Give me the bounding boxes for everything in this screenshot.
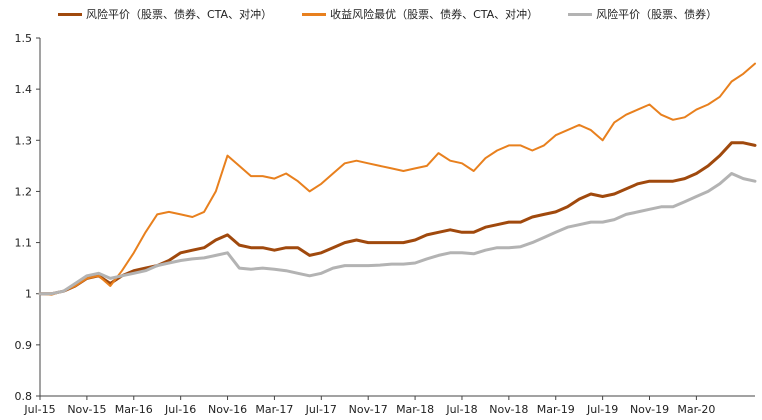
legend: 风险平价（股票、债券、CTA、对冲） 收益风险最优（股票、债券、CTA、对冲） … bbox=[58, 6, 717, 22]
legend-item-series-1: 风险平价（股票、债券、CTA、对冲） bbox=[58, 6, 272, 22]
y-tick-label: 1.4 bbox=[15, 83, 33, 96]
legend-label-series-1: 风险平价（股票、债券、CTA、对冲） bbox=[86, 8, 273, 21]
x-axis: Jul-15 Nov-15 Mar-16 Jul-16 Nov-16 Mar-17 Jul-… bbox=[23, 395, 755, 416]
y-tick-label: 1 bbox=[25, 288, 32, 301]
x-tick-label: Mar-18 bbox=[396, 403, 434, 416]
legend-item-series-2: 收益风险最优（股票、债券、CTA、对冲） bbox=[302, 6, 538, 22]
x-tick-label: Jul-15 bbox=[23, 403, 55, 416]
x-tick-label: Jul-18 bbox=[445, 403, 477, 416]
x-tick-label: Mar-17 bbox=[255, 403, 293, 416]
legend-label-series-2: 收益风险最优（股票、债券、CTA、对冲） bbox=[330, 8, 539, 21]
legend-item-series-3: 风险平价（股票、债券） bbox=[568, 6, 717, 22]
x-tick-label: Nov-16 bbox=[208, 403, 247, 416]
x-tick-label: Jul-16 bbox=[164, 403, 196, 416]
legend-swatch-series-1 bbox=[58, 12, 82, 16]
x-tick-label: Mar-19 bbox=[537, 403, 575, 416]
x-tick-label: Nov-15 bbox=[67, 403, 106, 416]
y-tick-label: 1.1 bbox=[15, 237, 33, 250]
legend-swatch-series-2 bbox=[302, 12, 327, 16]
x-tick-label: Nov-18 bbox=[489, 403, 528, 416]
series-line-3 bbox=[38, 172, 757, 296]
y-tick-label: 1.5 bbox=[15, 32, 33, 45]
legend-swatch-series-3 bbox=[568, 12, 593, 16]
y-tick-label: 0.9 bbox=[15, 339, 33, 352]
y-axis: 0.8 0.9 1 1.1 1.2 1.3 1.4 1.5 bbox=[15, 32, 41, 403]
x-tick-label: Jul-19 bbox=[586, 403, 618, 416]
y-tick-label: 1.2 bbox=[15, 185, 33, 198]
x-tick-label: Jul-17 bbox=[305, 403, 337, 416]
x-tick-label: Mar-16 bbox=[115, 403, 153, 416]
legend-label-series-3: 风险平价（股票、债券） bbox=[596, 8, 718, 21]
x-tick-label: Nov-17 bbox=[349, 403, 388, 416]
x-tick-label: Nov-19 bbox=[630, 403, 669, 416]
y-tick-label: 1.3 bbox=[15, 134, 33, 147]
x-tick-label: Mar-20 bbox=[677, 403, 715, 416]
y-tick-label: 0.8 bbox=[15, 390, 33, 403]
series-line-2 bbox=[39, 62, 756, 296]
series-lines bbox=[38, 62, 757, 296]
